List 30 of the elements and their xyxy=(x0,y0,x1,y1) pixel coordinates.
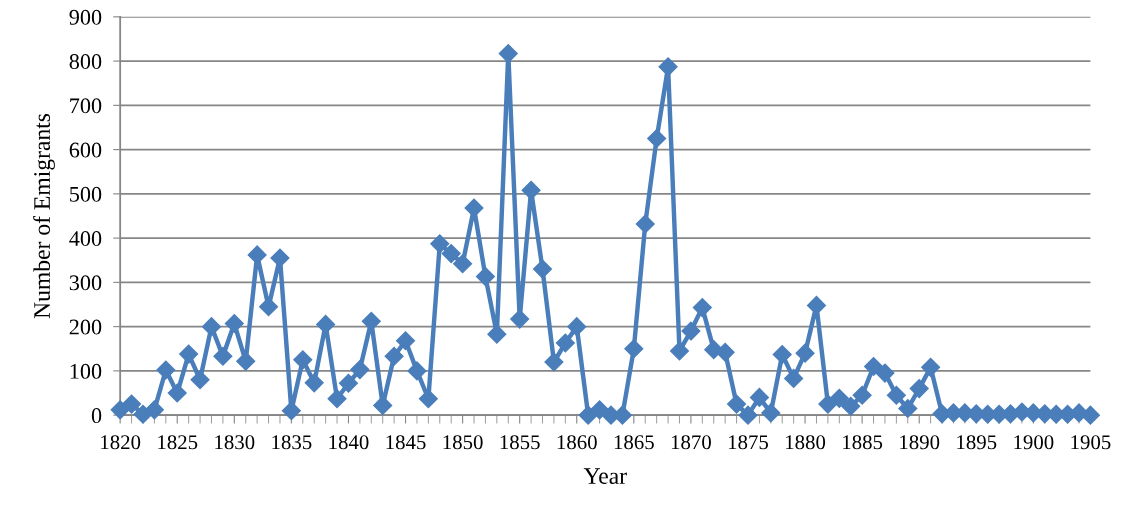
x-tick-label: 1880 xyxy=(786,435,826,450)
x-tick-label: 1905 xyxy=(1071,435,1111,450)
x-tick-label: 1890 xyxy=(900,435,940,450)
x-tick-label: 1855 xyxy=(500,435,540,450)
x-tick-label: 1835 xyxy=(272,435,312,450)
x-tick-label: 1840 xyxy=(329,435,369,450)
x-tick-label: 1850 xyxy=(443,435,483,450)
y-tick-label: 600 xyxy=(69,142,102,158)
y-tick-label: 500 xyxy=(70,186,102,202)
x-tick-label: 1895 xyxy=(957,435,997,450)
x-tick-label: 1875 xyxy=(728,435,768,450)
x-tick-label: 1865 xyxy=(614,435,654,450)
y-tick-label: 0 xyxy=(91,408,102,424)
y-tick-label: 900 xyxy=(69,9,102,25)
x-tick-label: 1860 xyxy=(557,435,597,450)
y-tick-label: 200 xyxy=(69,319,102,335)
y-tick-label: 300 xyxy=(69,275,102,291)
x-tick-label: 1870 xyxy=(671,435,711,450)
x-tick-label: 1825 xyxy=(158,435,198,450)
y-axis-title: Number of Emigrants xyxy=(33,113,55,319)
x-tick-label: 1830 xyxy=(215,435,255,450)
x-tick-label: 1820 xyxy=(101,435,141,450)
x-tick-label: 1845 xyxy=(386,435,426,450)
x-tick-label: 1885 xyxy=(843,435,883,450)
y-tick-label: 400 xyxy=(69,231,102,247)
y-tick-label: 700 xyxy=(70,98,102,114)
x-tick-label: 1900 xyxy=(1014,435,1054,450)
y-tick-label: 100 xyxy=(70,363,102,379)
x-axis-title: Year xyxy=(583,468,627,484)
y-tick-label: 800 xyxy=(69,54,102,70)
